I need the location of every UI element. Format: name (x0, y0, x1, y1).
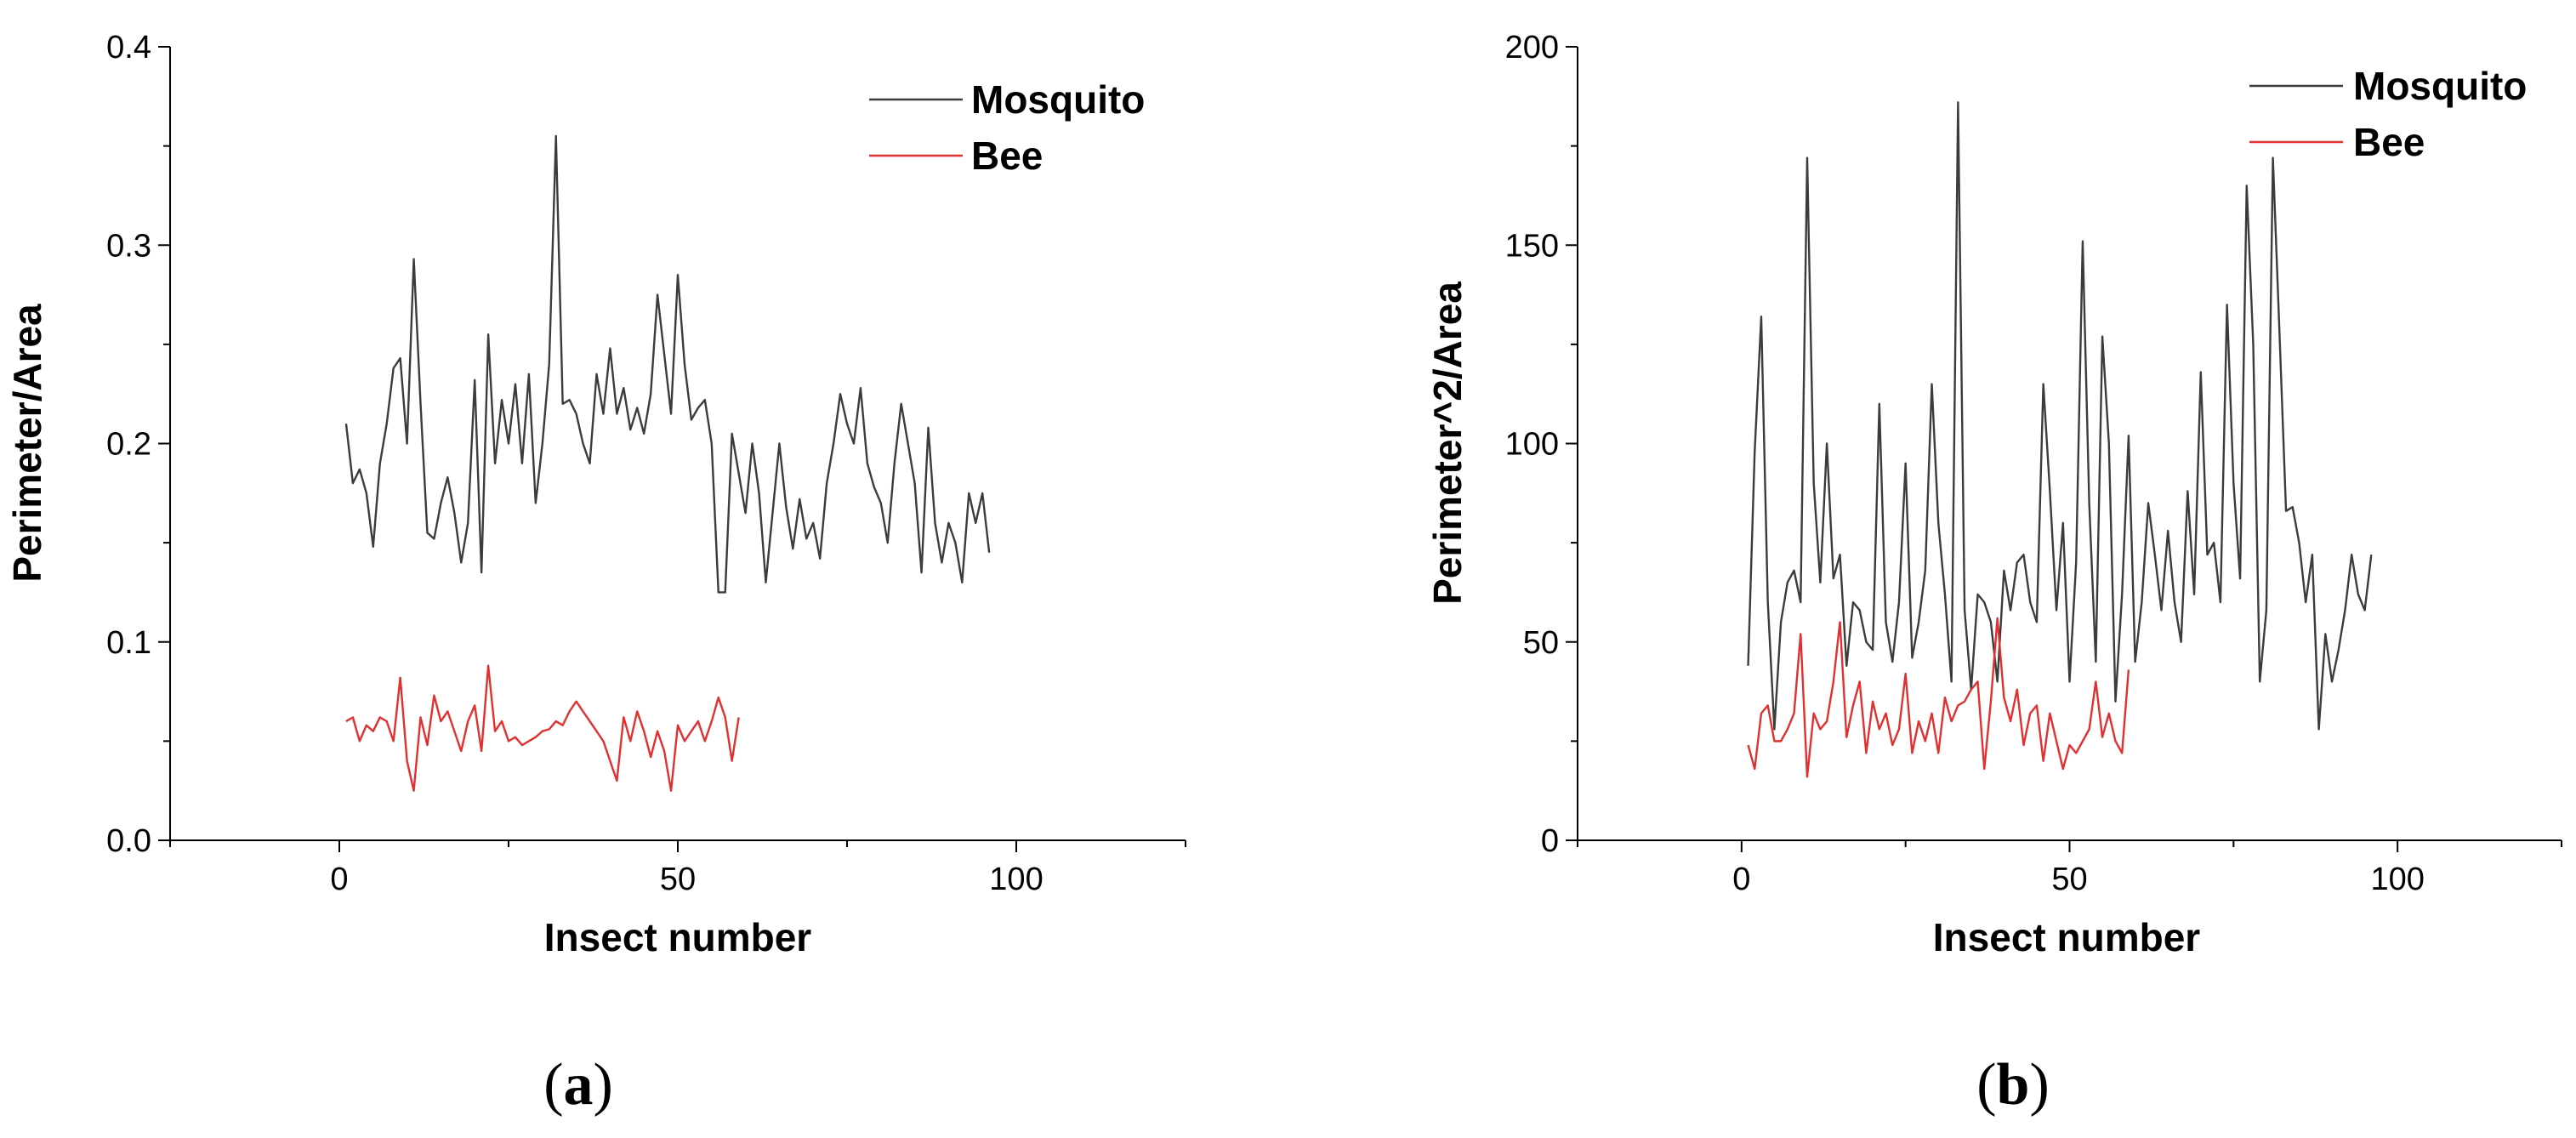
panel-a-x-tick-label: 100 (989, 862, 1043, 897)
panel-a-series-bee-line (345, 664, 740, 792)
panel-b-y-tick-label: 150 (1505, 228, 1559, 264)
panel-a-x-tick-label: 0 (330, 862, 348, 897)
panel-a-y-axis-title: Perimeter/Area (5, 304, 49, 583)
panel-b-letter: b (1997, 1052, 2030, 1118)
panel-a-y-tick-label: 0.1 (106, 625, 151, 661)
panel-a-series-mosquito-line (344, 134, 991, 594)
panel-a-x-tick-label: 50 (660, 862, 696, 897)
panel-b-legend: Mosquito Bee (2249, 64, 2527, 164)
panel-b-label: (b) (1976, 1052, 2050, 1118)
panel-b-series-bee-line (1747, 617, 2130, 778)
panel-b-y-tick-label: 200 (1505, 30, 1559, 65)
panel-b: 0 50 100 0 50 100 150 200 Insect number Perimet… (1425, 30, 2562, 1118)
panel-b-x-axis-title: Insect number (1933, 915, 2201, 959)
panel-b-y-tick-label: 0 (1541, 823, 1559, 859)
panel-a-legend-mosquito-label: Mosquito (971, 77, 1145, 122)
panel-a-y-tick-label: 0.2 (106, 427, 151, 463)
panel-a-y-tick-label: 0.4 (106, 30, 151, 65)
panel-b-series-mosquito-line (1747, 101, 2373, 731)
panel-b-x-tick-label: 50 (2051, 862, 2087, 897)
panel-a: 0 50 100 0.0 0.1 0.2 0.3 0.4 Insect number Peri… (5, 30, 1186, 1118)
panel-b-legend-mosquito-label: Mosquito (2353, 64, 2527, 108)
panel-a-letter: a (564, 1052, 594, 1118)
panel-b-x-tick-label: 100 (2370, 862, 2424, 897)
panel-b-x-tick-label: 0 (1732, 862, 1750, 897)
panel-a-legend-bee-label: Bee (971, 134, 1043, 178)
panel-b-y-axis-title: Perimeter^2/Area (1425, 282, 1470, 605)
panel-a-y-tick-label: 0.3 (106, 228, 151, 264)
panel-a-legend: Mosquito Bee (869, 77, 1145, 178)
panel-a-y-tick-label: 0.0 (106, 823, 151, 859)
panel-a-label: (a) (543, 1052, 613, 1118)
panel-a-x-axis-title: Insect number (544, 915, 812, 959)
panel-b-y-tick-label: 50 (1523, 625, 1559, 661)
panel-b-legend-bee-label: Bee (2353, 120, 2425, 164)
panel-b-y-tick-label: 100 (1505, 427, 1559, 463)
